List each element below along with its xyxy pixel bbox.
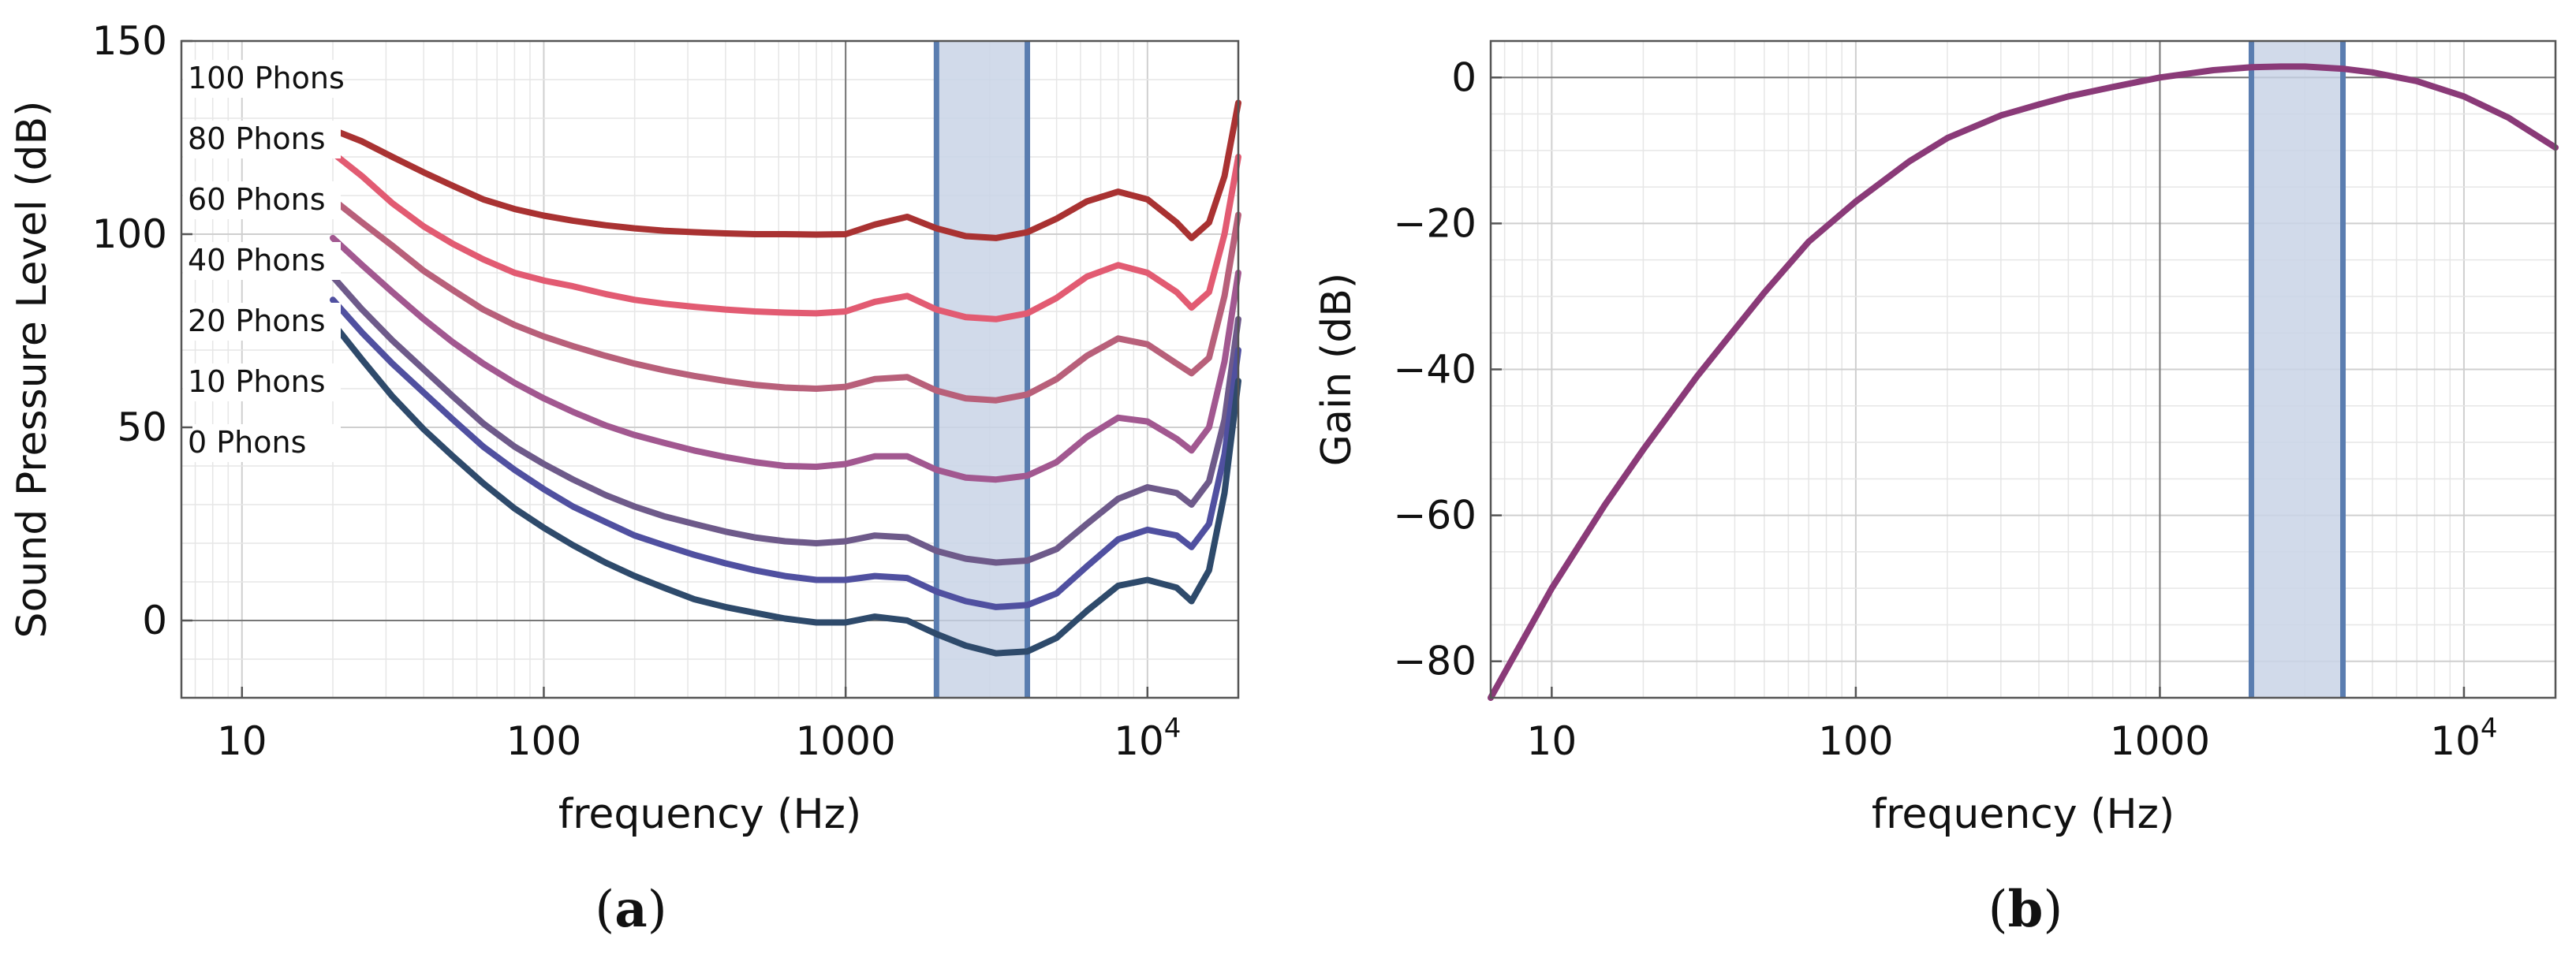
- y-tick-label: −40: [1393, 347, 1477, 393]
- y-tick-label: 50: [117, 404, 167, 450]
- phon-label: 0 Phons: [188, 425, 306, 460]
- phon-label: 20 Phons: [188, 304, 326, 338]
- phon-label-bg: [183, 60, 341, 98]
- phon-label-bg: [183, 303, 341, 341]
- y-tick-label: −20: [1393, 200, 1477, 246]
- series-line-0: [330, 99, 1241, 241]
- panel-label-part: a: [614, 880, 647, 939]
- y-axis-title: Sound Pressure Level (dB): [9, 101, 56, 639]
- panel-label-part: ): [648, 881, 667, 939]
- phon-label: 60 Phons: [188, 182, 326, 217]
- x-tick-label: 100: [1818, 718, 1893, 764]
- phon-label: 10 Phons: [188, 364, 326, 399]
- x-tick-exponent: 4: [2481, 713, 2498, 744]
- panel-label: (a): [595, 880, 666, 939]
- panel-label: (b): [1988, 880, 2063, 939]
- phon-label: 100 Phons: [188, 61, 345, 95]
- y-tick-label: −80: [1393, 639, 1477, 684]
- phon-label: 80 Phons: [188, 121, 326, 156]
- phon-label-bg: [183, 181, 341, 219]
- phon-label-bg: [183, 363, 341, 401]
- x-tick-label: 10: [217, 718, 267, 764]
- y-tick-label: 100: [92, 211, 167, 257]
- phon-label-bg: [183, 424, 341, 462]
- x-tick-label: 10: [1527, 718, 1577, 764]
- panel-label-part: ): [2043, 881, 2063, 939]
- phon-labels: 100 Phons 80 Phons 60 Phons 40 Phons 20 Phon…: [183, 60, 345, 462]
- panel-label-part: (: [595, 881, 614, 939]
- series-line-5: [330, 296, 1241, 610]
- shaded-band: [936, 41, 1028, 698]
- x-axis-title: frequency (Hz): [1872, 791, 2175, 838]
- x-axis-title: frequency (Hz): [558, 791, 861, 838]
- y-tick-label: 0: [142, 598, 167, 643]
- y-tick-label: −60: [1393, 493, 1477, 539]
- x-tick-label: 1000: [2110, 718, 2210, 764]
- x-tick-label: 1000: [796, 718, 896, 764]
- plot-frame: [180, 39, 1240, 699]
- phon-label: 40 Phons: [188, 243, 326, 278]
- phon-label-bg: [183, 242, 341, 280]
- y-tick-label: 0: [1451, 54, 1477, 100]
- series-line-1: [330, 150, 1241, 322]
- series-line-2: [330, 196, 1241, 404]
- y-axis-title: Gain (dB): [1313, 273, 1361, 466]
- x-tick-label: 104: [2430, 713, 2497, 764]
- panel-b: 10 100 1000 104 0 −20 −40 −60 −80 frequency (Hz) G…: [1313, 39, 2559, 939]
- series-line-0: [1488, 63, 2559, 701]
- x-tick-label: 100: [506, 718, 581, 764]
- shaded-band: [2251, 41, 2343, 698]
- y-tick-label: 150: [92, 18, 167, 64]
- panel-label-part: b: [2008, 880, 2044, 939]
- series-line-4: [330, 273, 1241, 566]
- x-tick-exponent: 4: [1164, 713, 1182, 744]
- phon-label-bg: [183, 121, 341, 158]
- panel-label-part: (: [1988, 881, 2008, 939]
- series-line-3: [330, 234, 1241, 483]
- series-line-6: [330, 319, 1241, 657]
- x-tick-label: 104: [1114, 713, 1181, 764]
